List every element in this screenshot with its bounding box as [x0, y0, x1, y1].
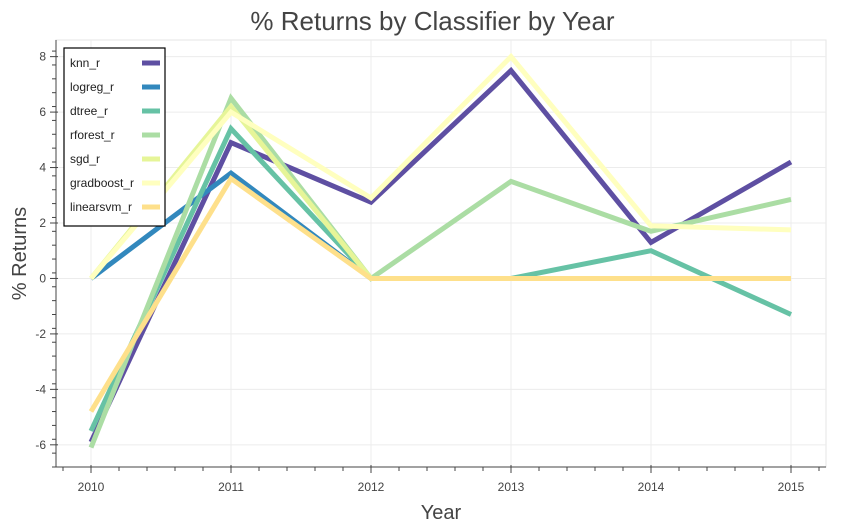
- legend-label: rforest_r: [70, 128, 115, 142]
- series-lines: [88, 52, 793, 449]
- legend: knn_r logreg_r dtree_r rforest_r sgd_rgradbo…: [63, 47, 166, 227]
- series-line-sgd-r: [89, 102, 791, 281]
- y-tick-label: 6: [39, 105, 46, 119]
- y-axis-label: % Returns: [9, 207, 31, 300]
- x-tick-label: 2015: [778, 480, 805, 494]
- y-tick-label: 8: [39, 50, 46, 64]
- x-tick-label: 2013: [498, 480, 525, 494]
- axes: -6 -4 -2 0 2 4 6 8 2010 2011 2012 2013 2014 2015: [35, 40, 826, 494]
- chart-title: % Returns by Classifier by Year: [250, 6, 615, 36]
- legend-label: dtree_r: [70, 104, 108, 118]
- x-axis-label: Year: [421, 502, 462, 524]
- legend-label: gradboost_r: [70, 176, 134, 190]
- x-tick-label: 2014: [638, 480, 665, 494]
- x-tick-label: 2010: [78, 480, 105, 494]
- y-tick-label: -4: [35, 382, 46, 396]
- legend-label: logreg_r: [70, 80, 114, 94]
- y-tick-label: 0: [39, 271, 46, 285]
- y-tick-label: -6: [35, 438, 46, 452]
- series-line-gradboost-r: [89, 52, 792, 281]
- x-tick-label: 2012: [358, 480, 385, 494]
- series-line-linearsvm-r: [88, 174, 791, 413]
- y-tick-label: 2: [39, 216, 46, 230]
- x-tick-label: 2011: [218, 480, 244, 494]
- y-tick-label: -2: [35, 327, 46, 341]
- legend-label: linearsvm_r: [70, 200, 132, 214]
- legend-label: knn_r: [70, 56, 100, 70]
- legend-label: sgd_r: [70, 152, 100, 166]
- y-tick-label: 4: [39, 161, 46, 175]
